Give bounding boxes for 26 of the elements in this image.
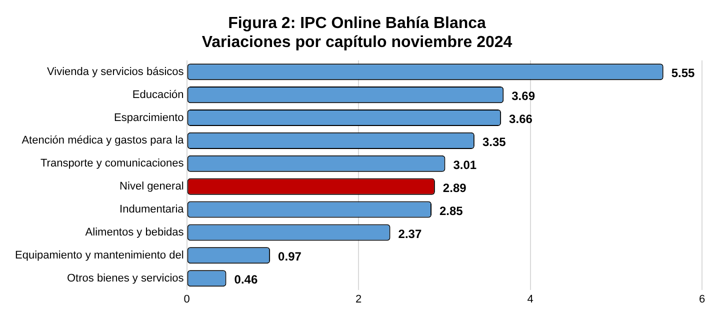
- y-tick-label: Nivel general: [120, 180, 184, 193]
- x-tick-label: 0: [184, 293, 190, 306]
- data-label: 2.85: [440, 204, 464, 218]
- y-tick-label: Esparcimiento: [114, 112, 184, 124]
- data-label: 3.01: [453, 158, 477, 172]
- y-tick-label: Otros bienes y servicios: [67, 272, 184, 284]
- data-label: 0.46: [234, 272, 258, 287]
- data-label: 5.55: [671, 66, 696, 80]
- y-tick-label: Vivienda y servicios básicos: [47, 66, 184, 78]
- text: Figura 2: IPC Online Bahía Blanca: [228, 15, 486, 32]
- x-tick-label: 4: [527, 293, 534, 306]
- data-label: 2.89: [442, 180, 467, 195]
- data-label: 3.69: [512, 89, 536, 104]
- y-tick-label: Equipamiento y mantenimiento del: [15, 249, 184, 262]
- x-tick-label: 6: [698, 293, 706, 306]
- text: Variaciones por capítulo noviembre 2024: [202, 34, 512, 52]
- y-tick-label: Atención médica y gastos para la: [22, 134, 185, 147]
- data-label: 3.35: [482, 135, 506, 150]
- data-label: 3.66: [509, 112, 533, 126]
- y-tick-label: Transporte y comunicaciones: [40, 158, 184, 170]
- y-tick-label: Indumentaria: [120, 204, 185, 216]
- data-label: 2.37: [398, 226, 422, 241]
- data-label: 0.97: [278, 250, 302, 264]
- x-tick-label: 2: [355, 293, 362, 306]
- y-tick-label: Alimentos y bebidas: [85, 226, 184, 238]
- y-tick-label: Educación: [132, 88, 184, 101]
